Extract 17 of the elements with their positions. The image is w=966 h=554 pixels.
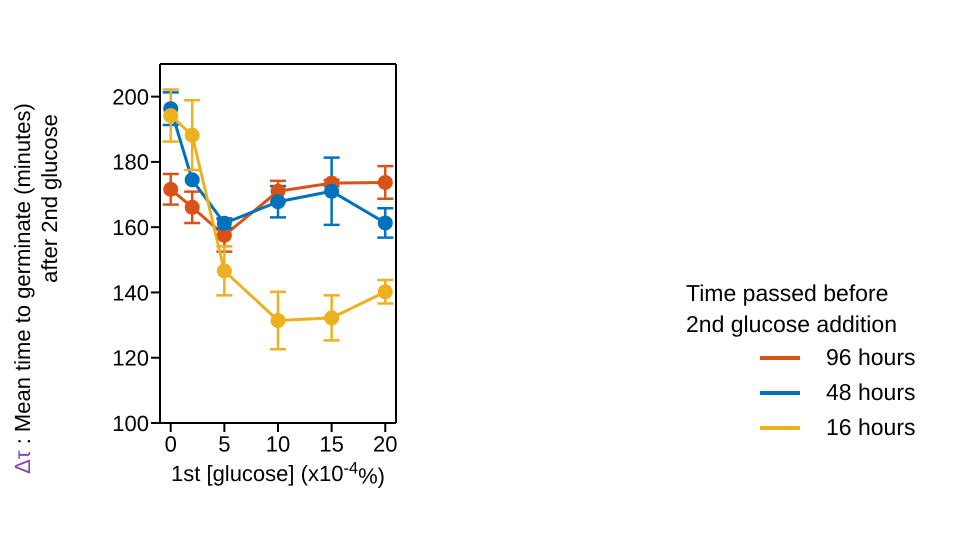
legend-label: 48 hours [826,378,917,407]
legend-label: 16 hours [826,413,917,442]
x-tick-label: 15 [319,432,344,457]
y-tick-label: 180 [112,150,149,175]
y-tick-label: 120 [112,346,149,371]
y-tick-label: 140 [112,280,149,306]
y-tick-label: 200 [112,84,149,110]
y-tick-label: 100 [112,410,149,436]
x-tick-label: 0 [164,432,177,457]
x-tick-label: 5 [218,432,230,457]
x-tick-label: 10 [266,432,290,457]
legend-label: 96 hours [826,343,917,372]
x-tick-label: 20 [373,432,398,457]
y-axis-title: Δτ : Mean time to germinate (minutes) after 2nd glucose [10,103,62,474]
legend-title: Time passed before 2nd glucose addition [686,279,898,339]
y-tick-label: 160 [112,214,149,240]
x-axis-title: 1st [glucose] (x10$^{-4}$%) [171,460,385,488]
